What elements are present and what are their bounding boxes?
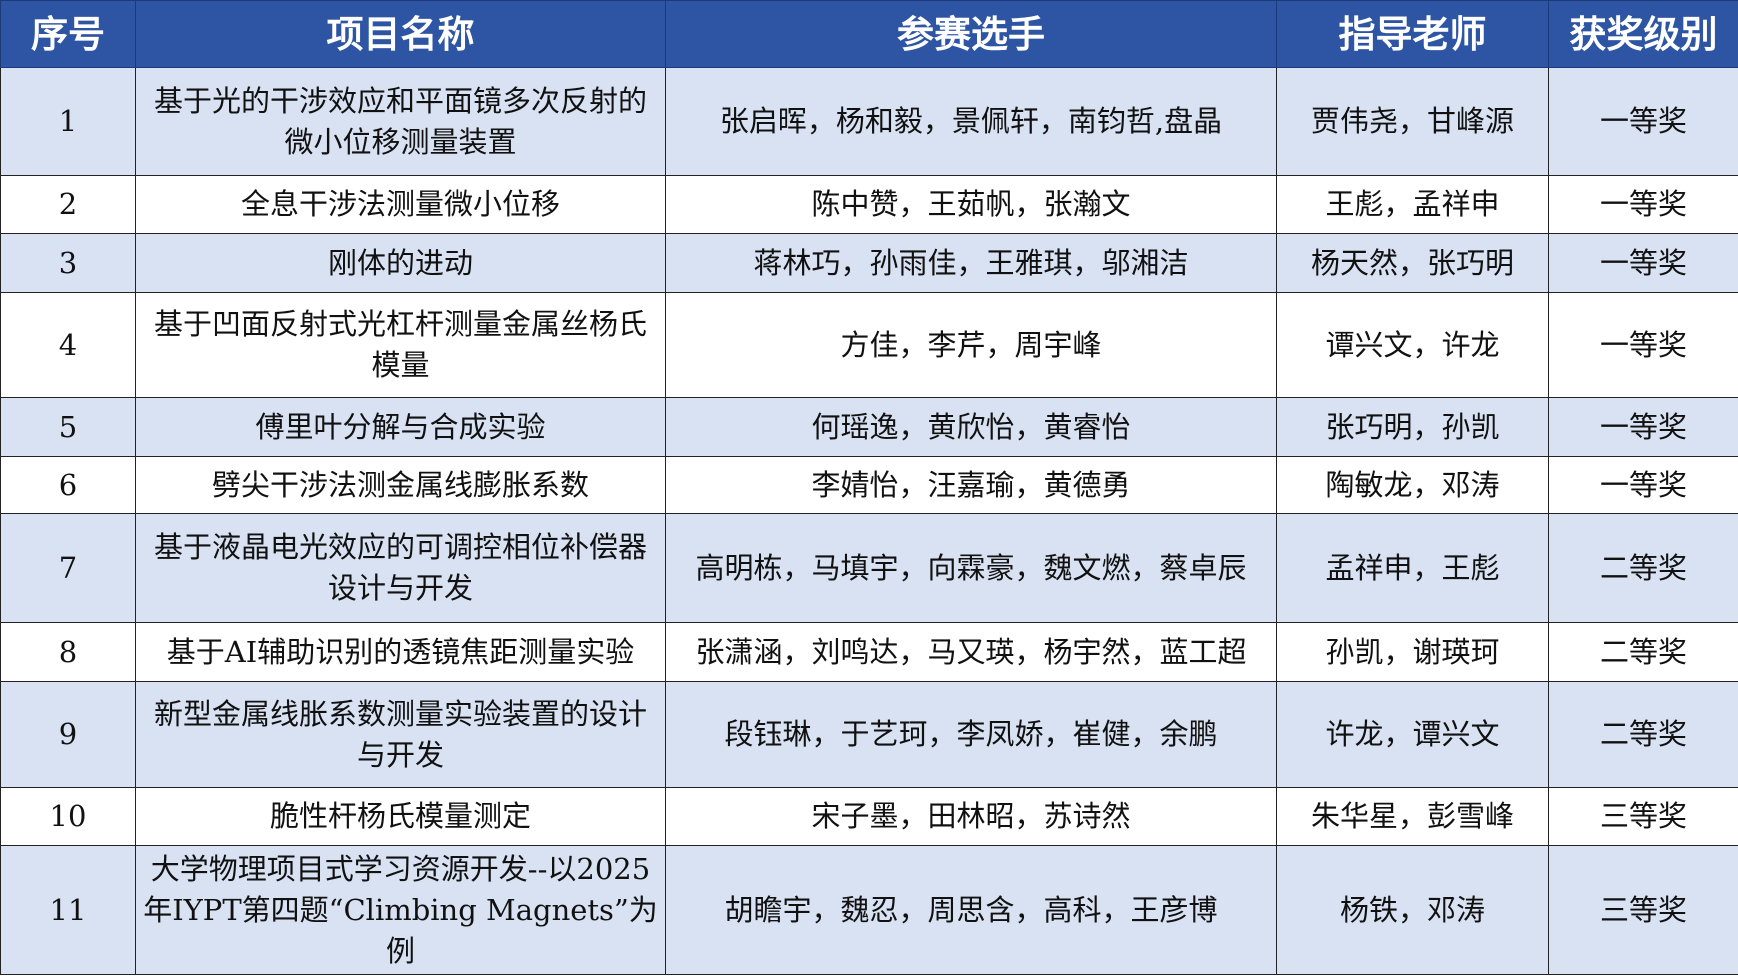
cell-no: 2 <box>0 175 136 234</box>
cell-award: 三等奖 <box>1548 845 1738 975</box>
cell-award: 二等奖 <box>1548 622 1738 682</box>
cell-students: 蒋林巧，孙雨佳，王雅琪，邬湘洁 <box>665 233 1277 293</box>
header-no: 序号 <box>0 0 136 68</box>
cell-no: 9 <box>0 681 136 788</box>
cell-award: 一等奖 <box>1548 292 1738 398</box>
cell-award: 三等奖 <box>1548 787 1738 846</box>
cell-award: 一等奖 <box>1548 456 1738 514</box>
cell-project: 基于液晶电光效应的可调控相位补偿器设计与开发 <box>135 513 666 623</box>
header-award: 获奖级别 <box>1548 0 1738 68</box>
header-row: 序号 项目名称 参赛选手 指导老师 获奖级别 <box>0 0 1738 68</box>
table-row: 7 基于液晶电光效应的可调控相位补偿器设计与开发 高明栋，马填宇，向霖豪，魏文燃，蔡… <box>0 513 1738 623</box>
header-project: 项目名称 <box>135 0 666 68</box>
cell-project: 大学物理项目式学习资源开发--以2025年IYPT第四题“Climbing Ma… <box>135 845 666 975</box>
cell-project: 刚体的进动 <box>135 233 666 293</box>
cell-no: 6 <box>0 456 136 514</box>
cell-award: 一等奖 <box>1548 233 1738 293</box>
table-row: 5 傅里叶分解与合成实验 何瑶逸，黄欣怡，黄睿怡 张巧明，孙凯 一等奖 <box>0 397 1738 457</box>
cell-project: 基于凹面反射式光杠杆测量金属丝杨氏模量 <box>135 292 666 398</box>
cell-advisors: 贾伟尧，甘峰源 <box>1276 67 1549 176</box>
cell-project: 基于AI辅助识别的透镜焦距测量实验 <box>135 622 666 682</box>
table-row: 3 刚体的进动 蒋林巧，孙雨佳，王雅琪，邬湘洁 杨天然，张巧明 一等奖 <box>0 233 1738 293</box>
cell-advisors: 孟祥申，王彪 <box>1276 513 1549 623</box>
cell-advisors: 谭兴文，许龙 <box>1276 292 1549 398</box>
cell-award: 一等奖 <box>1548 175 1738 234</box>
cell-no: 4 <box>0 292 136 398</box>
table-row: 1 基于光的干涉效应和平面镜多次反射的微小位移测量装置 张启晖，杨和毅，景佩轩，南钧… <box>0 67 1738 176</box>
cell-no: 7 <box>0 513 136 623</box>
cell-no: 11 <box>0 845 136 975</box>
cell-students: 段钰琳，于艺珂，李凤娇，崔健，余鹏 <box>665 681 1277 788</box>
cell-no: 5 <box>0 397 136 457</box>
cell-award: 一等奖 <box>1548 397 1738 457</box>
cell-students: 胡瞻宇，魏忍，周思含，高科，王彦博 <box>665 845 1277 975</box>
cell-students: 张启晖，杨和毅，景佩轩，南钧哲,盘晶 <box>665 67 1277 176</box>
cell-project: 脆性杆杨氏模量测定 <box>135 787 666 846</box>
cell-students: 宋子墨，田林昭，苏诗然 <box>665 787 1277 846</box>
cell-project: 全息干涉法测量微小位移 <box>135 175 666 234</box>
cell-advisors: 王彪，孟祥申 <box>1276 175 1549 234</box>
cell-advisors: 杨铁，邓涛 <box>1276 845 1549 975</box>
table-row: 2 全息干涉法测量微小位移 陈中赞，王茹帆，张瀚文 王彪，孟祥申 一等奖 <box>0 175 1738 234</box>
table-row: 9 新型金属线胀系数测量实验装置的设计与开发 段钰琳，于艺珂，李凤娇，崔健，余鹏 许龙… <box>0 681 1738 788</box>
cell-project: 基于光的干涉效应和平面镜多次反射的微小位移测量装置 <box>135 67 666 176</box>
cell-students: 李婧怡，汪嘉瑜，黄德勇 <box>665 456 1277 514</box>
cell-students: 何瑶逸，黄欣怡，黄睿怡 <box>665 397 1277 457</box>
cell-students: 高明栋，马填宇，向霖豪，魏文燃，蔡卓辰 <box>665 513 1277 623</box>
table-row: 11 大学物理项目式学习资源开发--以2025年IYPT第四题“Climbing … <box>0 845 1738 975</box>
cell-advisors: 孙凯，谢瑛珂 <box>1276 622 1549 682</box>
cell-no: 10 <box>0 787 136 846</box>
cell-project: 劈尖干涉法测金属线膨胀系数 <box>135 456 666 514</box>
cell-no: 3 <box>0 233 136 293</box>
table-row: 10 脆性杆杨氏模量测定 宋子墨，田林昭，苏诗然 朱华星，彭雪峰 三等奖 <box>0 787 1738 846</box>
cell-award: 一等奖 <box>1548 67 1738 176</box>
table-row: 4 基于凹面反射式光杠杆测量金属丝杨氏模量 方佳，李芹，周宇峰 谭兴文，许龙 一等奖 <box>0 292 1738 398</box>
cell-advisors: 张巧明，孙凯 <box>1276 397 1549 457</box>
cell-project: 傅里叶分解与合成实验 <box>135 397 666 457</box>
cell-students: 陈中赞，王茹帆，张瀚文 <box>665 175 1277 234</box>
cell-students: 方佳，李芹，周宇峰 <box>665 292 1277 398</box>
cell-advisors: 许龙，谭兴文 <box>1276 681 1549 788</box>
cell-no: 1 <box>0 67 136 176</box>
table-row: 8 基于AI辅助识别的透镜焦距测量实验 张潇涵，刘鸣达，马又瑛，杨宇然，蓝工超 孙凯，… <box>0 622 1738 682</box>
cell-no: 8 <box>0 622 136 682</box>
cell-project: 新型金属线胀系数测量实验装置的设计与开发 <box>135 681 666 788</box>
header-students: 参赛选手 <box>665 0 1277 68</box>
table-row: 6 劈尖干涉法测金属线膨胀系数 李婧怡，汪嘉瑜，黄德勇 陶敏龙，邓涛 一等奖 <box>0 456 1738 514</box>
cell-students: 张潇涵，刘鸣达，马又瑛，杨宇然，蓝工超 <box>665 622 1277 682</box>
cell-advisors: 陶敏龙，邓涛 <box>1276 456 1549 514</box>
header-advisors: 指导老师 <box>1276 0 1549 68</box>
cell-advisors: 杨天然，张巧明 <box>1276 233 1549 293</box>
cell-award: 二等奖 <box>1548 681 1738 788</box>
cell-advisors: 朱华星，彭雪峰 <box>1276 787 1549 846</box>
cell-award: 二等奖 <box>1548 513 1738 623</box>
